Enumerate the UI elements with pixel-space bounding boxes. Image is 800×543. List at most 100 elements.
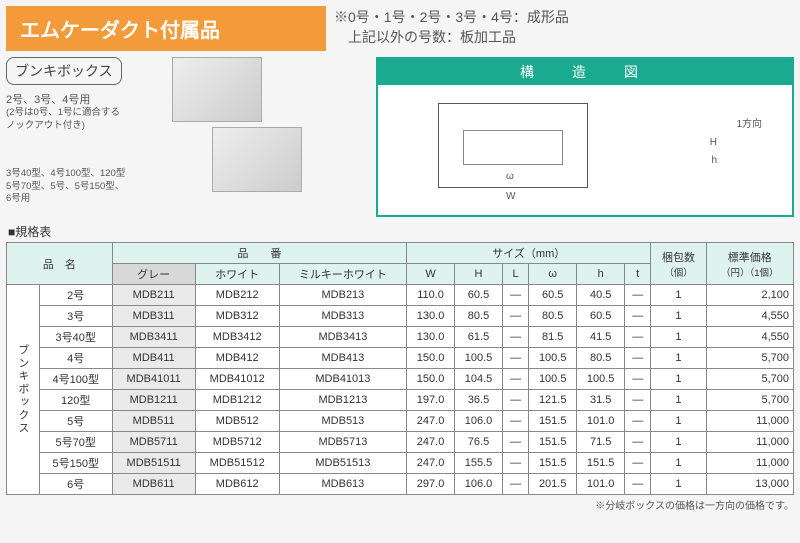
- cell: 1: [651, 327, 706, 348]
- label-direction: 1方向: [736, 115, 762, 130]
- diagram-inner-box: [463, 130, 563, 165]
- product-column: ブンキボックス 2号、3号、4号用 (2号は0号、1号に適合するノックアウト付き…: [6, 57, 366, 217]
- th-partno: 品 番: [112, 243, 406, 264]
- cell: 151.5: [577, 453, 625, 474]
- spec-table: 品 名 品 番 サイズ（mm） 梱包数（個） 標準価格（円）（1個） グレー ホ…: [6, 242, 794, 495]
- cell: 60.5: [577, 306, 625, 327]
- header-note: ※0号・1号・2号・3号・4号：成形品 上記以外の号数：板加工品: [334, 6, 569, 51]
- th-L: L: [502, 264, 528, 285]
- cell: 1: [651, 432, 706, 453]
- cell: MDB41011: [112, 369, 195, 390]
- header-row: エムケーダクト付属品 ※0号・1号・2号・3号・4号：成形品 上記以外の号数：板…: [6, 6, 794, 51]
- cell: —: [625, 411, 651, 432]
- note-line2: 上記以外の号数：板加工品: [334, 28, 569, 48]
- cell: —: [625, 285, 651, 306]
- cell: MDB3413: [279, 327, 406, 348]
- th-gray: グレー: [112, 264, 195, 285]
- cell: —: [625, 390, 651, 411]
- th-pack: 梱包数（個）: [651, 243, 706, 285]
- cell: MDB213: [279, 285, 406, 306]
- cell: 1: [651, 453, 706, 474]
- page-title: エムケーダクト付属品: [6, 6, 326, 51]
- cell: 31.5: [577, 390, 625, 411]
- th-H: H: [455, 264, 503, 285]
- cell: MDB513: [279, 411, 406, 432]
- cell: 151.5: [529, 432, 577, 453]
- product-desc: ブンキボックス 2号、3号、4号用 (2号は0号、1号に適合するノックアウト付き…: [6, 57, 126, 217]
- cell: MDB413: [279, 348, 406, 369]
- table-row: 5号150型MDB51511MDB51512MDB51513247.0155.5…: [7, 453, 794, 474]
- cell: —: [625, 474, 651, 495]
- cell: MDB313: [279, 306, 406, 327]
- cell: 1: [651, 474, 706, 495]
- cell: 1: [651, 348, 706, 369]
- cell: MDB3412: [195, 327, 279, 348]
- desc1b: (2号は0号、1号に適合するノックアウト付き): [6, 107, 126, 132]
- cell: 13,000: [706, 474, 793, 495]
- table-row: ブンキボックス2号MDB211MDB212MDB213110.060.5—60.…: [7, 285, 794, 306]
- cell: 40.5: [577, 285, 625, 306]
- desc2: 3号40型、4号100型、120型 5号70型、5号、5号150型、6号用: [6, 168, 126, 205]
- cell: 120型: [39, 390, 112, 411]
- th-W: W: [407, 264, 455, 285]
- cell: 104.5: [455, 369, 503, 390]
- diagram-title: 構 造 図: [378, 59, 792, 85]
- cell: 11,000: [706, 432, 793, 453]
- cell: 150.0: [407, 369, 455, 390]
- cell: —: [625, 306, 651, 327]
- cell: MDB1213: [279, 390, 406, 411]
- table-row: 5号MDB511MDB512MDB513247.0106.0—151.5101.…: [7, 411, 794, 432]
- cell: —: [625, 348, 651, 369]
- th-hh: h: [577, 264, 625, 285]
- cell: 41.5: [577, 327, 625, 348]
- cell: 100.5: [455, 348, 503, 369]
- th-size: サイズ（mm）: [407, 243, 651, 264]
- cell: MDB5711: [112, 432, 195, 453]
- cell: 100.5: [529, 369, 577, 390]
- cell: MDB5712: [195, 432, 279, 453]
- cell: 36.5: [455, 390, 503, 411]
- cell: 151.5: [529, 411, 577, 432]
- cell: 80.5: [577, 348, 625, 369]
- cell: —: [502, 369, 528, 390]
- diagram-body: 1方向 H h ω W: [378, 85, 792, 215]
- cell: 1: [651, 411, 706, 432]
- cell: 5号70型: [39, 432, 112, 453]
- cell: 150.0: [407, 348, 455, 369]
- cell: 2号: [39, 285, 112, 306]
- table-row: 5号70型MDB5711MDB5712MDB5713247.076.5—151.…: [7, 432, 794, 453]
- cell: —: [502, 411, 528, 432]
- th-omega: ω: [529, 264, 577, 285]
- cell: —: [625, 369, 651, 390]
- cell: 4,550: [706, 306, 793, 327]
- cell: 100.5: [529, 348, 577, 369]
- cell: MDB312: [195, 306, 279, 327]
- th-milky: ミルキーホワイト: [279, 264, 406, 285]
- cell: MDB211: [112, 285, 195, 306]
- cell: 106.0: [455, 474, 503, 495]
- cell: 2,100: [706, 285, 793, 306]
- cell: MDB411: [112, 348, 195, 369]
- cell: 1: [651, 390, 706, 411]
- cell: 130.0: [407, 327, 455, 348]
- cell: 81.5: [529, 327, 577, 348]
- table-row: 120型MDB1211MDB1212MDB1213197.036.5—121.5…: [7, 390, 794, 411]
- cell: MDB311: [112, 306, 195, 327]
- cell: 80.5: [455, 306, 503, 327]
- cell: —: [502, 348, 528, 369]
- th-price: 標準価格（円）（1個）: [706, 243, 793, 285]
- spec-footnote: ※分岐ボックスの価格は一方向の価格です。: [6, 497, 794, 512]
- th-white: ホワイト: [195, 264, 279, 285]
- cell: 11,000: [706, 411, 793, 432]
- table-row: 3号MDB311MDB312MDB313130.080.5—80.560.5—1…: [7, 306, 794, 327]
- cell: 155.5: [455, 453, 503, 474]
- cell: MDB51512: [195, 453, 279, 474]
- cell: MDB41012: [195, 369, 279, 390]
- cell: 106.0: [455, 411, 503, 432]
- cell: MDB611: [112, 474, 195, 495]
- cell: 4号: [39, 348, 112, 369]
- cell: —: [502, 390, 528, 411]
- cell: 110.0: [407, 285, 455, 306]
- table-row: 4号100型MDB41011MDB41012MDB41013150.0104.5…: [7, 369, 794, 390]
- cell: 1: [651, 285, 706, 306]
